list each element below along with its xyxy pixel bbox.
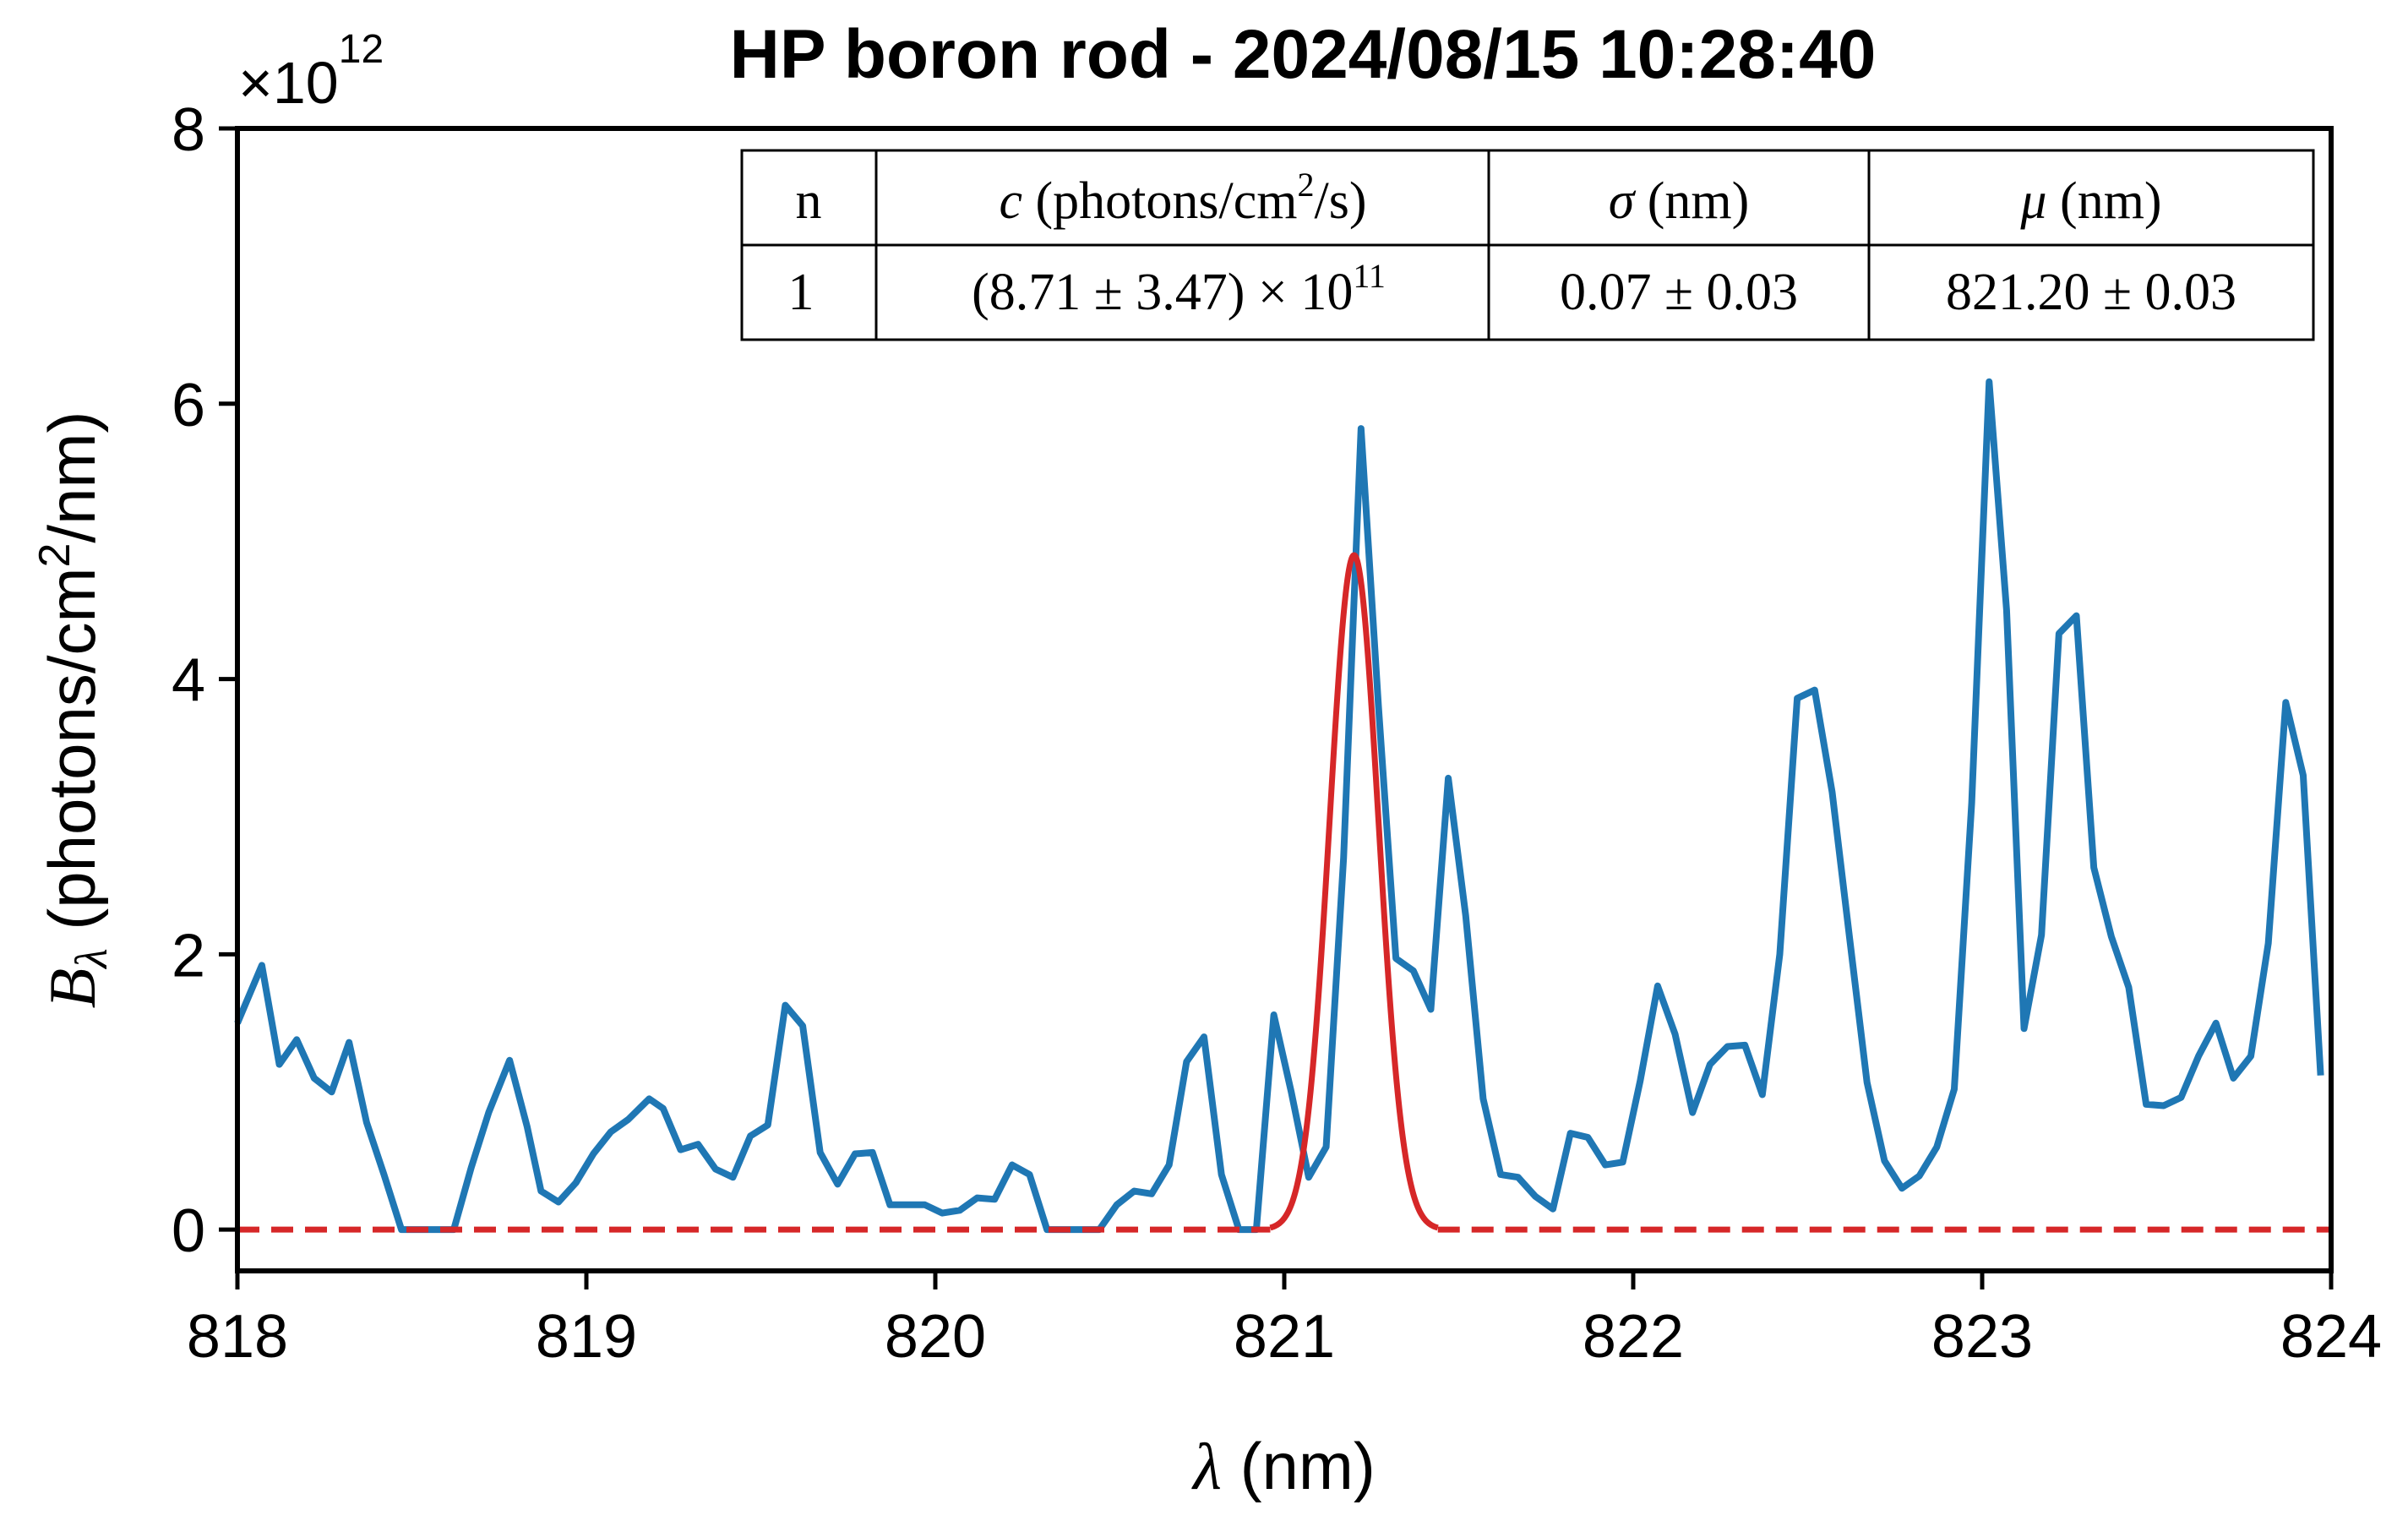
fit-table-header-mu: μ (nm) <box>2019 172 2161 230</box>
x-tick-label: 821 <box>1234 1303 1335 1371</box>
x-tick-label: 822 <box>1583 1303 1684 1371</box>
y-axis-multiplier: ×1012 <box>238 27 384 116</box>
x-axis-unit: (nm) <box>1222 1429 1376 1503</box>
x-tick-label: 820 <box>885 1303 986 1371</box>
y-tick-label: 2 <box>172 922 205 989</box>
y-axis-unit-post: /nm) <box>35 412 109 543</box>
y-multiplier-exponent: 12 <box>339 27 384 72</box>
y-axis-subscript: λ <box>66 948 117 969</box>
y-axis-ticks: 0 2 4 6 8 <box>172 96 237 1265</box>
fit-table: n c (photons/cm2/s) σ (nm) μ (nm) 1 (8.7… <box>740 149 2315 341</box>
fit-table-header-c: c (photons/cm2/s) <box>999 166 1366 230</box>
x-tick-label: 819 <box>536 1303 637 1371</box>
series-layer <box>234 378 2331 1234</box>
x-axis-symbol: λ <box>1191 1430 1222 1503</box>
x-axis-ticks: 818 819 820 821 822 823 824 <box>187 1271 2382 1371</box>
x-axis-label: λ (nm) <box>1191 1429 1376 1503</box>
y-multiplier-base: ×10 <box>238 50 339 116</box>
y-axis-symbol: B <box>35 968 109 1009</box>
fit-table-cell-sigma: 0.07 ± 0.03 <box>1560 264 1798 321</box>
chart-title: HP boron rod - 2024/08/15 10:28:40 <box>730 16 1877 93</box>
fit-table-header-sigma: σ (nm) <box>1609 172 1750 230</box>
y-tick-label: 4 <box>172 647 205 715</box>
x-tick-label: 818 <box>187 1303 288 1371</box>
y-tick-label: 6 <box>172 372 205 439</box>
y-axis-unit-sup: 2 <box>30 543 79 568</box>
spectrum-line <box>234 378 2324 1234</box>
y-axis-label: Bλ (photons/cm2/nm) <box>30 412 117 1009</box>
fit-table-cell-n: 1 <box>788 264 814 321</box>
x-tick-label: 824 <box>2280 1303 2382 1371</box>
y-tick-label: 8 <box>172 96 205 164</box>
plot-area <box>234 378 2331 1234</box>
fit-curve-gaussian <box>1267 552 1441 1231</box>
fit-table-cell-c: (8.71 ± 3.47) × 1011 <box>972 257 1386 321</box>
fit-table-cell-mu: 821.20 ± 0.03 <box>1946 264 2236 321</box>
y-tick-label: 0 <box>172 1197 205 1265</box>
y-axis-unit-pre: (photons/cm <box>35 568 109 949</box>
x-tick-label: 823 <box>1931 1303 2033 1371</box>
fit-table-header-n: n <box>796 172 822 230</box>
